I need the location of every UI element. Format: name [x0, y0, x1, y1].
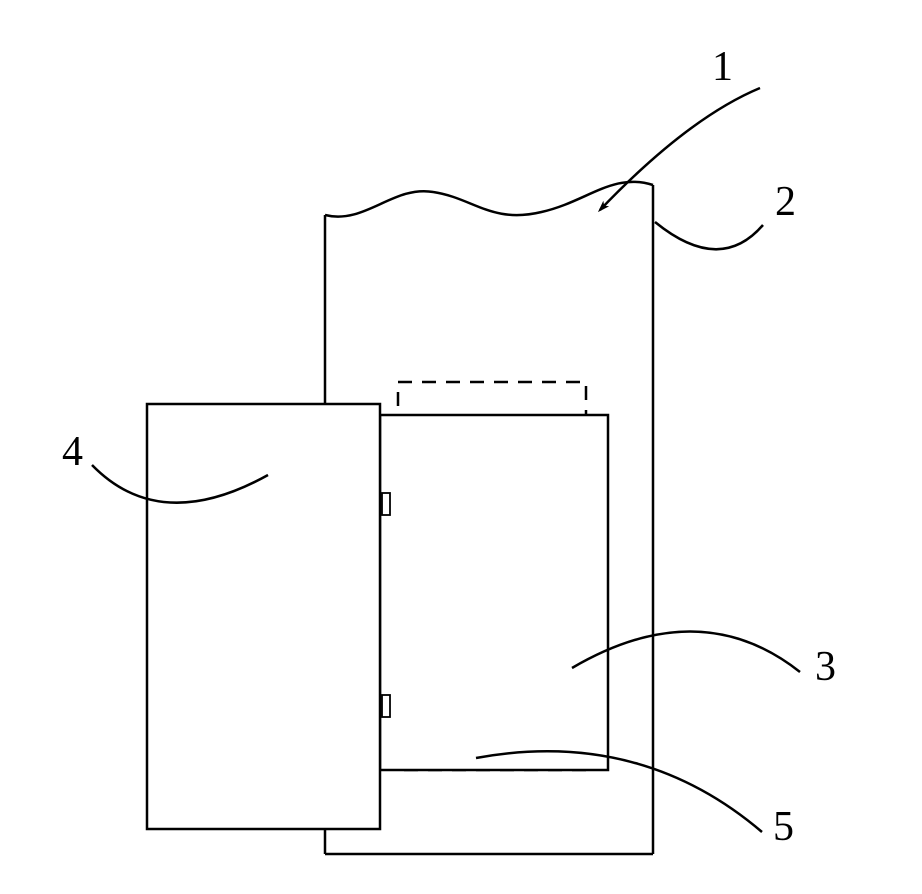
diagram-canvas: 1 2 3 4 5 [0, 0, 922, 894]
label-1: 1 [712, 44, 733, 90]
front-panel [380, 415, 608, 770]
hinge-2 [382, 695, 390, 717]
main-body-torn-top-edge [325, 182, 653, 217]
hinge-1 [382, 493, 390, 515]
open-door [147, 404, 380, 829]
label-2: 2 [775, 179, 796, 225]
leader-2 [655, 222, 763, 249]
leader-1 [600, 88, 760, 210]
label-4: 4 [62, 429, 83, 475]
label-5: 5 [773, 804, 794, 850]
label-3: 3 [815, 644, 836, 690]
